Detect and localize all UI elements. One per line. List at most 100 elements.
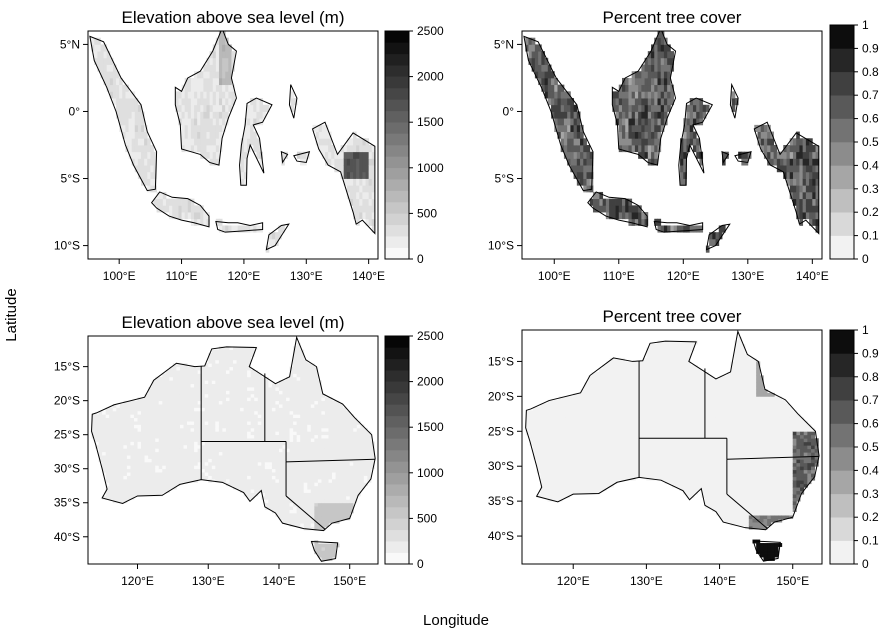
heat-cell [321,519,326,524]
heat-cell [339,414,344,419]
heat-cell [176,383,181,388]
heat-cell [203,118,207,126]
heat-cell [314,485,319,490]
heat-cell [133,424,138,429]
heat-cell [689,124,694,132]
heat-cell [353,492,358,497]
heat-cell [175,91,179,99]
heat-cell [296,492,301,497]
heat-cell [229,356,234,361]
heat-cell [183,404,188,408]
heat-cell [317,444,322,449]
heat-cell [278,424,283,429]
heat-cell [314,546,319,551]
heat-cell [250,448,255,453]
heat-cell [368,218,373,226]
heat-cell [155,407,160,412]
heat-cell [310,390,315,395]
heat-cell [211,370,216,374]
heat-cell [228,104,232,112]
heat-cell [119,91,123,99]
heat-cell [190,461,195,466]
heat-cell [554,111,558,119]
heat-cell [544,77,549,86]
heat-cell [197,407,202,412]
heat-cell [243,475,248,480]
heat-cell [275,458,280,463]
heat-cell [184,138,189,146]
heat-cell [201,461,206,466]
heat-cell [172,448,177,453]
heat-cell [628,198,633,206]
heat-cell [303,359,308,364]
heat-cell [328,506,333,510]
heat-cell [359,178,363,186]
heat-cell [172,363,177,368]
heat-cell [809,145,813,153]
heat-cell [554,98,558,106]
heat-cell [282,489,287,493]
heat-cell [631,71,636,79]
heat-cell [303,451,308,456]
heat-cell [197,472,202,476]
heat-cell [236,387,241,391]
heat-cell [155,431,160,436]
heat-cell [641,91,645,99]
heat-cell [162,390,167,395]
heat-cell [169,370,174,374]
heat-cell [130,492,135,497]
heat-cell [540,431,545,436]
heat-cell [179,421,184,425]
heat-cell [215,455,220,459]
heat-cell [162,410,167,415]
heat-cell [596,198,600,206]
heat-cell [595,389,600,394]
heat-cell [353,499,358,504]
heat-cell [116,77,120,86]
heat-cell [282,414,287,419]
heat-cell [275,441,280,446]
heat-cell [271,465,276,470]
heat-cell [618,104,623,112]
heat-cell [197,91,201,99]
heat-cell [738,151,742,159]
heat-cell [261,417,266,422]
heat-cell [692,111,697,119]
colorbar-swatch [385,65,409,77]
heat-cell [680,178,684,186]
heat-cell [342,489,347,493]
heat-cell [293,489,298,493]
heat-cell [307,397,312,402]
heat-cell [165,370,170,374]
heat-cell [275,499,280,504]
heat-cell [356,171,360,179]
heat-cell [286,400,290,405]
heat-cell [94,51,98,59]
heat-cell [141,138,145,146]
heat-cell [547,71,552,79]
heat-cell [225,376,230,381]
heat-cell [547,441,552,446]
heat-cell [209,145,214,153]
heat-cell [615,111,620,119]
heat-cell [557,124,562,132]
heat-cell [119,444,124,449]
heat-cell [158,393,163,398]
heat-cell [103,64,108,72]
heat-cell [165,407,170,412]
heat-cell [332,400,336,405]
colorbar-swatch [830,188,854,213]
heat-cell [602,385,607,390]
heat-cell [204,468,209,473]
heat-cell [208,414,213,419]
heat-cell [222,349,227,354]
heat-cell [293,414,298,419]
heat-cell [240,171,245,179]
heat-cell [123,434,128,439]
heat-cell [271,482,276,487]
heat-cell [201,417,206,422]
heat-cell [197,431,202,436]
heat-cell [551,417,556,422]
heat-cell [631,218,636,226]
heat-cell [602,476,607,481]
